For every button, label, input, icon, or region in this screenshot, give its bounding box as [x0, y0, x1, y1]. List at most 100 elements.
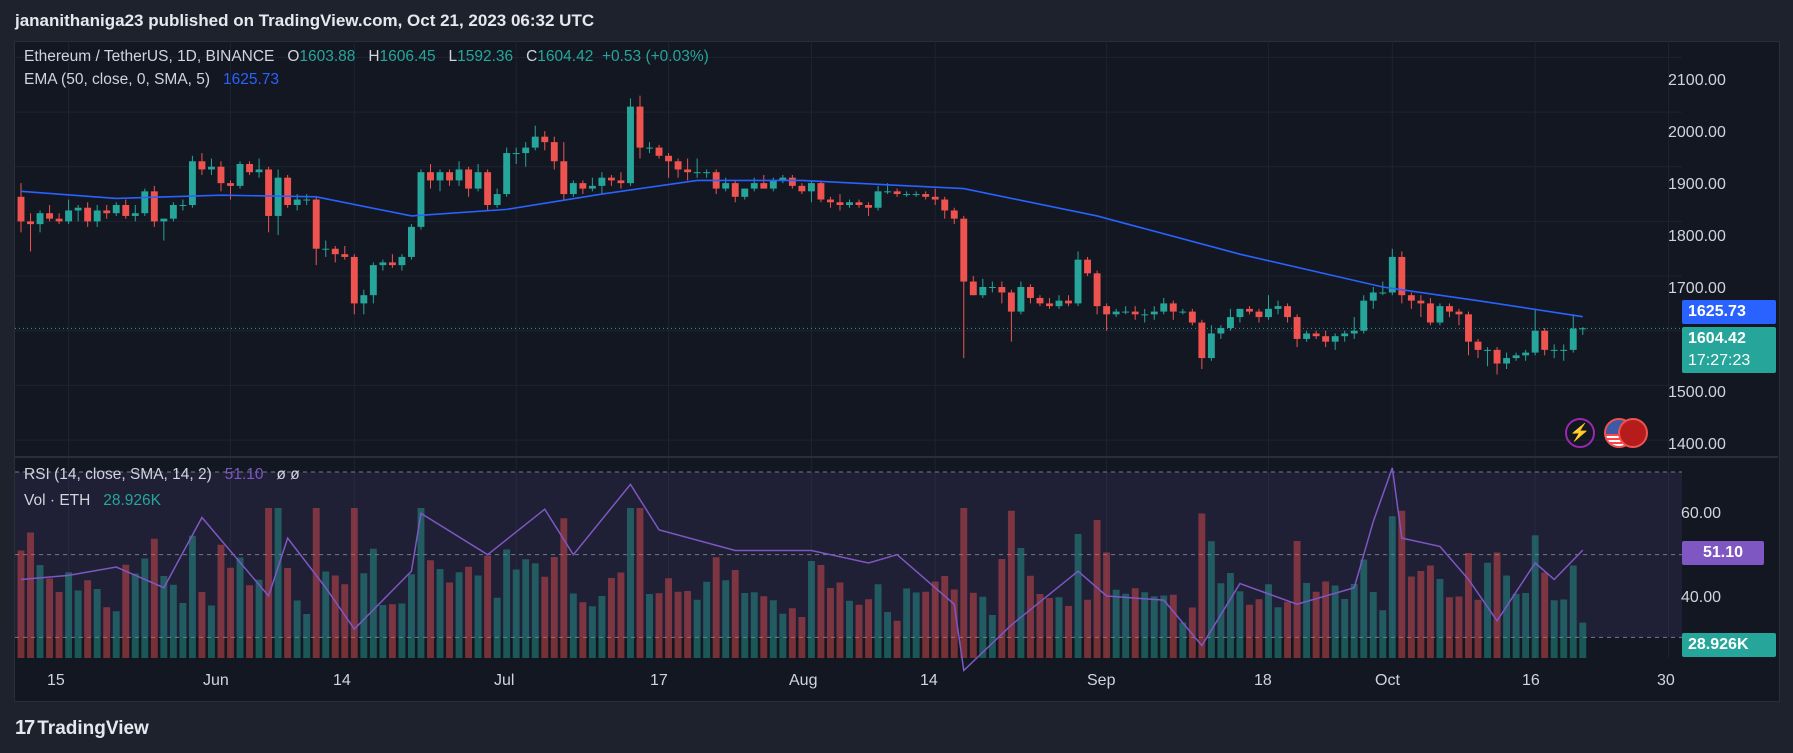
candle-body: [950, 210, 958, 219]
candle-body: [1017, 287, 1025, 312]
candle-body: [322, 248, 330, 250]
volume-bar: [817, 565, 825, 658]
candle-body: [693, 172, 701, 174]
price-tick: 2100.00: [1668, 72, 1726, 89]
candle-body: [1036, 297, 1044, 304]
candle-body: [1484, 349, 1491, 351]
candle-body: [446, 172, 453, 181]
date-tick: 30: [1657, 672, 1675, 689]
candle-body: [1312, 333, 1320, 337]
candle-body: [1522, 352, 1530, 356]
candle-body: [1550, 349, 1558, 351]
volume-bar: [588, 606, 596, 658]
volume-legend[interactable]: Vol · ETH 28.926K: [24, 492, 161, 510]
candle-body: [236, 164, 244, 186]
candle-body: [607, 177, 615, 181]
candle-body: [1398, 256, 1406, 296]
candle-body: [941, 199, 949, 211]
volume-bar: [55, 592, 63, 658]
candle-body: [588, 185, 596, 189]
volume-bar: [627, 508, 634, 658]
chart-panel[interactable]: [14, 41, 1780, 702]
volume-bar: [446, 582, 453, 658]
candle-body: [255, 169, 263, 173]
volume-bar: [122, 564, 130, 658]
date-tick: 15: [47, 672, 65, 689]
volume-bar: [636, 508, 644, 658]
volume-bar: [131, 573, 139, 658]
ema-price-tag: 1625.73: [1682, 300, 1776, 324]
candle-body: [979, 287, 987, 296]
candle-body: [407, 226, 415, 257]
candle-body: [360, 295, 368, 304]
us-flag-icon-secondary[interactable]: [1618, 418, 1648, 448]
tradingview-logo[interactable]: 17 TradingView: [15, 717, 149, 740]
date-tick: Aug: [789, 672, 818, 689]
volume-bar: [855, 604, 863, 658]
rsi-legend[interactable]: RSI (14, close, SMA, 14, 2) 51.10 ø ø: [24, 466, 300, 484]
volume-bar: [522, 559, 530, 658]
candle-body: [55, 218, 63, 222]
candle-body: [798, 185, 806, 192]
candle-body: [855, 202, 863, 205]
candle-body: [617, 180, 625, 184]
volume-bar: [827, 588, 834, 658]
volume-bar: [227, 567, 234, 658]
volume-bar: [293, 600, 301, 658]
candle-body: [931, 196, 939, 200]
low-value: 1592.36: [457, 48, 514, 65]
volume-bar: [617, 572, 625, 658]
candle-body: [769, 180, 777, 189]
volume-bar: [303, 614, 311, 658]
volume-bar: [417, 508, 425, 658]
volume-bar: [1112, 589, 1120, 658]
candle-body: [779, 177, 787, 181]
candle-body: [103, 210, 111, 214]
rsi-extra: ø ø: [276, 466, 300, 483]
rsi-value-tag: 51.10: [1682, 541, 1764, 565]
candle-body: [150, 191, 158, 222]
candle-body: [665, 155, 673, 162]
volume-bar: [407, 574, 415, 658]
volume-bar: [1550, 600, 1558, 658]
candle-body: [598, 177, 606, 186]
volume-label: Vol · ETH: [24, 492, 91, 509]
tradingview-brand: TradingView: [37, 718, 149, 739]
candle-body: [1436, 306, 1444, 323]
volume-bar: [684, 591, 692, 658]
volume-bar: [865, 599, 872, 658]
volume-bar: [1560, 599, 1568, 658]
volume-bar: [655, 593, 663, 658]
candle-body: [846, 202, 853, 205]
volume-bar: [1360, 559, 1368, 658]
open-value: 1603.88: [299, 48, 356, 65]
candle-body: [550, 142, 558, 162]
ema-legend[interactable]: EMA (50, close, 0, SMA, 5) 1625.73: [24, 71, 279, 89]
price-tick: 2000.00: [1668, 124, 1726, 141]
volume-bar: [1322, 581, 1330, 658]
candle-body: [84, 207, 92, 222]
volume-bar: [1484, 562, 1491, 658]
candle-body: [655, 147, 663, 156]
candle-body: [788, 177, 796, 186]
volume-bar: [1065, 606, 1072, 658]
volume-bar: [27, 532, 34, 658]
volume-bar: [1379, 610, 1387, 658]
volume-bar: [874, 584, 882, 658]
volume-bar: [169, 584, 177, 658]
volume-bar: [1217, 583, 1225, 658]
volume-bar: [760, 596, 768, 658]
volume-bar: [255, 579, 263, 658]
candle-body: [1255, 311, 1263, 318]
lightning-icon[interactable]: ⚡: [1565, 418, 1595, 448]
volume-bar: [1398, 510, 1406, 658]
candle-body: [1074, 259, 1082, 304]
volume-bar: [560, 518, 568, 658]
candle-body: [112, 205, 120, 214]
candle-body: [1131, 311, 1139, 315]
volume-bar: [674, 591, 682, 658]
candle-body: [36, 213, 44, 225]
volume-bar: [1388, 516, 1396, 658]
candle-body: [350, 256, 358, 304]
